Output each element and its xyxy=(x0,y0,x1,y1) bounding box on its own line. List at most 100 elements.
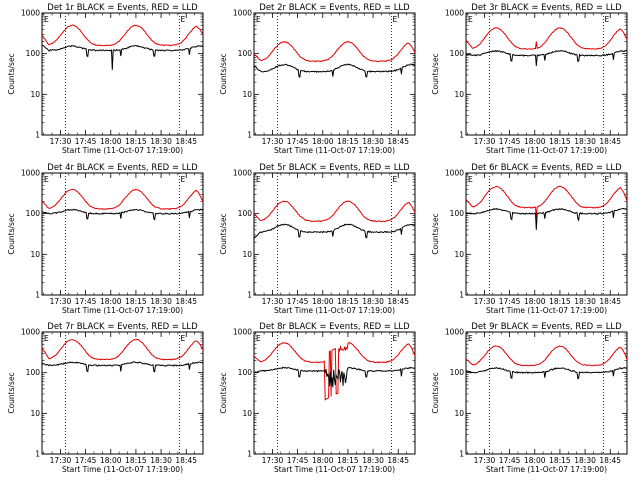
y-tick-label: 1 xyxy=(247,450,252,459)
lld-series-line xyxy=(465,345,628,367)
y-tick-label: 1 xyxy=(35,131,40,140)
x-tick-label: 17:30 xyxy=(50,137,72,146)
x-tick-label: 18:30 xyxy=(150,297,172,306)
panel-title: Det 5r BLACK = Events, RED = LLD xyxy=(259,163,410,173)
event-marker-label: E xyxy=(605,15,610,24)
event-marker-label: E xyxy=(256,334,261,343)
detector-panel-6: Det 6r BLACK = Events, RED = LLD 1 10 100 10… xyxy=(431,163,628,315)
events-series-line xyxy=(465,49,628,66)
lld-series-line xyxy=(253,341,416,401)
x-tick-label: 17:45 xyxy=(499,297,521,306)
y-tick-label: 1000 xyxy=(445,328,464,337)
y-tick-label: 1000 xyxy=(445,169,464,178)
y-tick-label: 100 xyxy=(450,209,465,218)
panel-title: Det 2r BLACK = Events, RED = LLD xyxy=(259,3,410,13)
x-tick-label: 18:15 xyxy=(337,137,359,146)
x-axis-label: Start Time (11-Oct-07 17:19:00) xyxy=(274,146,395,155)
x-tick-label: 17:45 xyxy=(499,456,521,465)
events-series-line xyxy=(253,223,416,240)
x-tick-label: 18:30 xyxy=(150,456,172,465)
plot-frame xyxy=(253,172,416,296)
x-tick-label: 18:30 xyxy=(362,297,384,306)
plot-frame xyxy=(465,12,628,136)
event-marker-label: E xyxy=(44,175,49,184)
events-series-line xyxy=(41,361,204,373)
x-tick-label: 18:00 xyxy=(100,137,122,146)
x-axis-label: Start Time (11-Oct-07 17:19:00) xyxy=(62,465,183,474)
y-tick-label: 10 xyxy=(454,409,464,418)
y-tick-label: 10 xyxy=(30,409,40,418)
y-axis-label: Counts/sec xyxy=(219,53,228,94)
detector-panel-8: Det 8r BLACK = Events, RED = LLD 1 10 100 10… xyxy=(219,322,416,474)
lld-series-line xyxy=(465,27,628,50)
x-axis-label: Start Time (11-Oct-07 17:19:00) xyxy=(62,146,183,155)
detector-panel-1: Det 1r BLACK = Events, RED = LLD 1 10 100 10… xyxy=(7,3,204,155)
detector-panel-3: Det 3r BLACK = Events, RED = LLD 1 10 100 10… xyxy=(431,3,628,155)
plot-frame xyxy=(465,331,628,455)
plot-frame xyxy=(465,172,628,296)
y-tick-label: 100 xyxy=(238,209,253,218)
y-tick-label: 10 xyxy=(454,90,464,99)
x-tick-label: 17:45 xyxy=(499,137,521,146)
y-axis-label: Counts/sec xyxy=(431,213,440,254)
events-series-line xyxy=(465,207,628,230)
x-tick-label: 18:15 xyxy=(549,297,571,306)
x-tick-label: 17:45 xyxy=(287,297,309,306)
x-axis-label: Start Time (11-Oct-07 17:19:00) xyxy=(486,306,607,315)
x-tick-label: 18:00 xyxy=(100,297,122,306)
y-tick-label: 10 xyxy=(454,250,464,259)
y-tick-label: 100 xyxy=(238,368,253,377)
x-tick-label: 18:00 xyxy=(524,137,546,146)
y-tick-label: 1 xyxy=(35,450,40,459)
y-tick-label: 100 xyxy=(26,368,41,377)
lld-series-line xyxy=(41,188,204,211)
y-tick-label: 1 xyxy=(459,131,464,140)
x-tick-label: 18:45 xyxy=(175,456,197,465)
y-tick-label: 1 xyxy=(247,131,252,140)
panel-title: Det 6r BLACK = Events, RED = LLD xyxy=(471,163,622,173)
x-tick-label: 17:45 xyxy=(75,456,97,465)
x-tick-label: 17:45 xyxy=(75,137,97,146)
lld-series-line xyxy=(253,40,416,63)
y-tick-label: 10 xyxy=(242,409,252,418)
event-marker-label: E xyxy=(605,334,610,343)
y-tick-label: 10 xyxy=(30,250,40,259)
y-tick-label: 100 xyxy=(26,209,41,218)
x-tick-label: 17:30 xyxy=(262,456,284,465)
x-tick-label: 18:15 xyxy=(549,137,571,146)
event-marker-label: E xyxy=(256,175,261,184)
lld-series-line xyxy=(41,24,204,47)
panel-title: Det 1r BLACK = Events, RED = LLD xyxy=(47,3,198,13)
detector-panel-9: Det 9r BLACK = Events, RED = LLD 1 10 100 10… xyxy=(431,322,628,474)
panel-title: Det 7r BLACK = Events, RED = LLD xyxy=(47,322,198,332)
y-axis-label: Counts/sec xyxy=(219,372,228,413)
x-tick-label: 17:30 xyxy=(474,297,496,306)
event-marker-label: E xyxy=(181,15,186,24)
panel-title: Det 4r BLACK = Events, RED = LLD xyxy=(47,163,198,173)
events-series-line xyxy=(253,366,416,388)
x-tick-label: 18:45 xyxy=(599,456,621,465)
panel-title: Det 8r BLACK = Events, RED = LLD xyxy=(259,322,410,332)
lld-series-line xyxy=(253,200,416,223)
x-tick-label: 18:45 xyxy=(175,297,197,306)
event-marker-label: E xyxy=(393,334,398,343)
event-marker-label: E xyxy=(393,15,398,24)
x-tick-label: 17:45 xyxy=(75,297,97,306)
x-tick-label: 18:00 xyxy=(312,137,334,146)
x-tick-label: 18:00 xyxy=(312,456,334,465)
plot-frame xyxy=(41,331,204,455)
plot-frame xyxy=(253,12,416,136)
y-tick-label: 100 xyxy=(450,368,465,377)
x-tick-label: 18:00 xyxy=(524,297,546,306)
x-tick-label: 18:15 xyxy=(337,456,359,465)
y-tick-label: 100 xyxy=(26,49,41,58)
panel-title: Det 3r BLACK = Events, RED = LLD xyxy=(471,3,622,13)
x-tick-label: 18:15 xyxy=(125,297,147,306)
y-tick-label: 10 xyxy=(242,90,252,99)
x-tick-label: 18:30 xyxy=(574,297,596,306)
plot-frame xyxy=(41,172,204,296)
event-marker-label: E xyxy=(181,175,186,184)
x-tick-label: 18:30 xyxy=(362,137,384,146)
x-tick-label: 18:30 xyxy=(574,456,596,465)
x-tick-label: 17:30 xyxy=(474,456,496,465)
